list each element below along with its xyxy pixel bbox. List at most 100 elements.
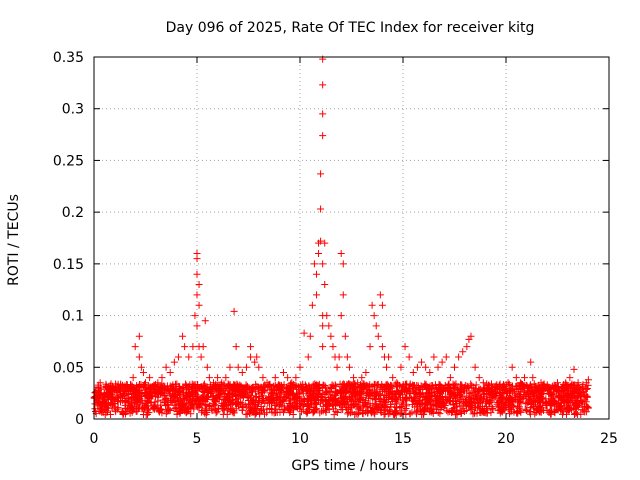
data-point: [378, 343, 386, 351]
band-point: [237, 391, 245, 399]
data-point: [247, 353, 255, 361]
band-point: [500, 406, 508, 414]
data-point: [312, 291, 320, 299]
band-point: [290, 396, 298, 404]
band-point: [373, 391, 381, 399]
band-point: [342, 399, 350, 407]
band-point: [550, 396, 558, 404]
band-point: [291, 399, 299, 407]
data-point: [195, 301, 203, 309]
band-point: [259, 386, 267, 394]
band-point: [149, 387, 157, 395]
band-point: [258, 406, 266, 414]
band-point: [457, 381, 465, 389]
band-point: [446, 391, 454, 399]
band-point: [540, 406, 548, 414]
band-point: [330, 411, 338, 419]
band-point: [251, 388, 259, 396]
band-point: [219, 410, 227, 418]
band-point: [462, 406, 470, 414]
band-point: [480, 390, 488, 398]
data-point: [537, 379, 545, 387]
band-point: [397, 402, 405, 410]
band-point: [516, 382, 524, 390]
band-point: [155, 407, 163, 415]
band-point: [382, 381, 390, 389]
band-point: [311, 405, 319, 413]
data-point: [584, 376, 592, 384]
band-point: [582, 398, 590, 406]
data-point: [121, 382, 129, 390]
data-point: [483, 384, 491, 392]
band-point: [471, 409, 479, 417]
band-point: [232, 401, 240, 409]
data-point: [358, 374, 366, 382]
band-point: [162, 394, 170, 402]
data-point: [125, 384, 133, 392]
band-point: [377, 404, 385, 412]
band-point: [183, 389, 191, 397]
band-point: [339, 405, 347, 413]
band-point: [305, 382, 313, 390]
band-point: [208, 407, 216, 415]
band-point: [287, 389, 295, 397]
x-axis-ticks: 0 5 10 15 20 25: [90, 57, 618, 447]
band-point: [492, 392, 500, 400]
data-point: [315, 250, 323, 258]
band-point: [102, 380, 110, 388]
band-point: [116, 385, 124, 393]
data-point: [199, 343, 207, 351]
data-point: [133, 384, 141, 392]
data-point: [191, 312, 199, 320]
data-point: [558, 384, 566, 392]
band-point: [163, 407, 171, 415]
data-point: [372, 322, 380, 330]
band-point: [303, 400, 311, 408]
band-point: [138, 389, 146, 397]
band-point: [336, 386, 344, 394]
band-point: [338, 401, 346, 409]
data-point: [496, 389, 504, 397]
y-tick-label: 0.3: [62, 102, 84, 118]
band-point: [523, 407, 531, 415]
band-point: [413, 400, 421, 408]
data-point: [146, 374, 154, 382]
band-point: [529, 402, 537, 410]
band-point: [436, 385, 444, 393]
band-point: [294, 383, 302, 391]
data-point: [383, 363, 391, 371]
band-point: [299, 380, 307, 388]
data-point: [393, 379, 401, 387]
band-point: [133, 407, 141, 415]
band-point: [352, 410, 360, 418]
data-point: [405, 353, 413, 361]
data-point: [488, 389, 496, 397]
band-point: [226, 400, 234, 408]
band-point: [322, 387, 330, 395]
band-point: [122, 404, 130, 412]
band-point: [235, 386, 243, 394]
x-tick-label: 5: [193, 431, 202, 447]
band-point: [507, 394, 515, 402]
data-point: [139, 368, 147, 376]
band-point: [556, 392, 564, 400]
band-point: [293, 394, 301, 402]
data-point: [545, 389, 553, 397]
band-point: [141, 386, 149, 394]
band-point: [359, 380, 367, 388]
band-point: [465, 402, 473, 410]
band-point: [286, 397, 294, 405]
band-point: [325, 395, 333, 403]
band-point: [458, 409, 466, 417]
band-point: [511, 389, 519, 397]
data-point: [475, 374, 483, 382]
band-point: [567, 396, 575, 404]
band-point: [475, 386, 483, 394]
band-point: [173, 410, 181, 418]
band-point: [169, 392, 177, 400]
band-point: [485, 393, 493, 401]
band-point: [313, 382, 321, 390]
band-point: [408, 408, 416, 416]
data-point: [96, 379, 104, 387]
band-point: [472, 391, 480, 399]
